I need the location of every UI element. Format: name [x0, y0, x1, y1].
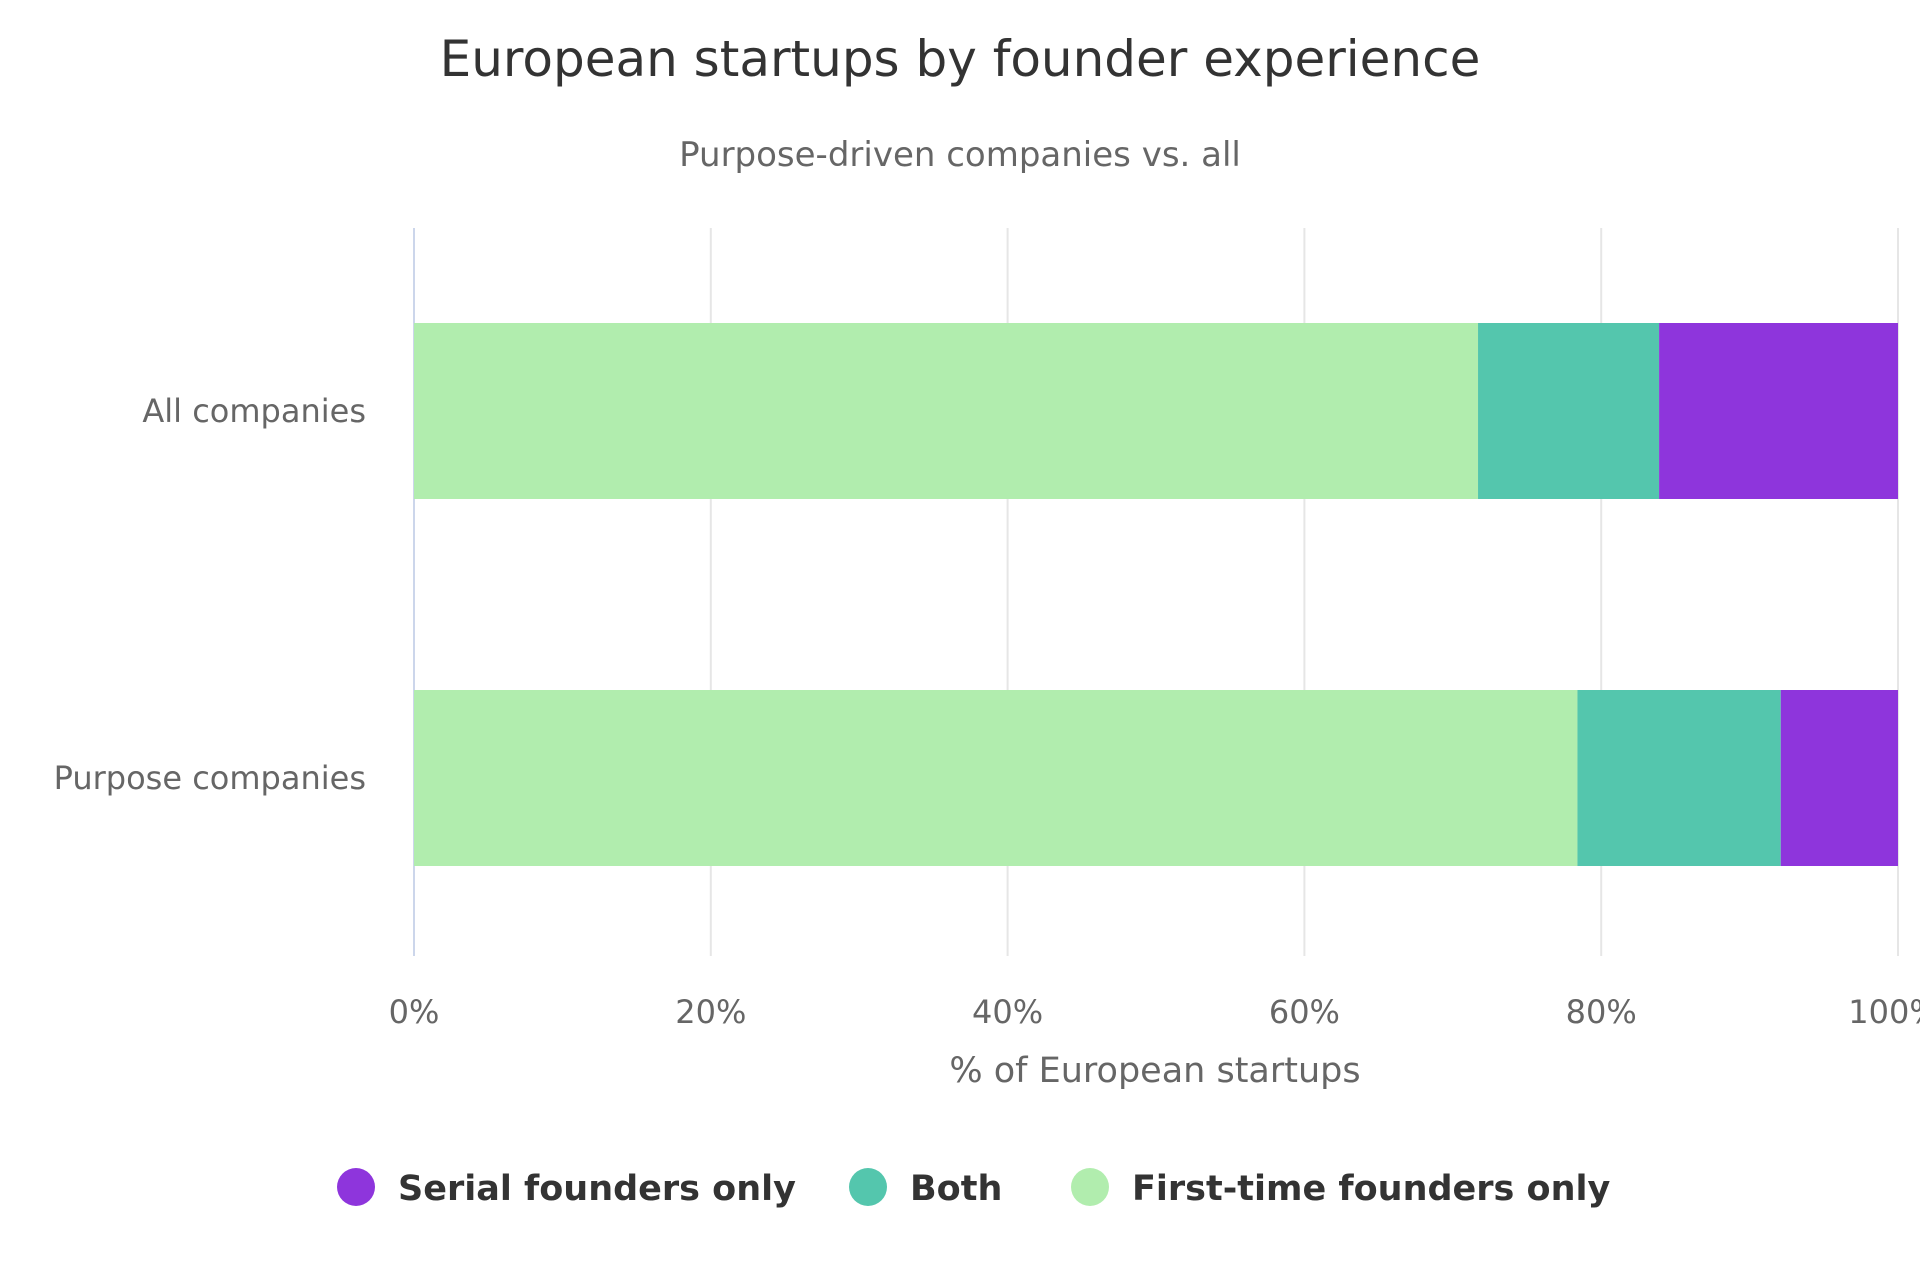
chart-subtitle: Purpose-driven companies vs. all	[679, 135, 1241, 175]
bar-segment-1-1[interactable]	[1577, 690, 1781, 866]
x-tick-label-4: 80%	[1566, 993, 1637, 1031]
x-tick-label-3: 60%	[1269, 993, 1340, 1031]
legend: Serial founders only Both First-time found…	[337, 1168, 1611, 1209]
x-tick-labels: 0% 20% 40% 60% 80% 100%	[389, 993, 1920, 1031]
legend-label-2[interactable]: First-time founders only	[1132, 1169, 1611, 1209]
legend-marker-0[interactable]	[337, 1168, 375, 1206]
bar-segment-0-2[interactable]	[1659, 323, 1898, 499]
bar-segment-0-0[interactable]	[414, 323, 1479, 499]
legend-label-1[interactable]: Both	[910, 1169, 1002, 1209]
legend-marker-2[interactable]	[1071, 1168, 1109, 1206]
x-tick-label-1: 20%	[675, 993, 746, 1031]
bar-segment-0-1[interactable]	[1478, 323, 1660, 499]
category-label-1: Purpose companies	[54, 759, 366, 797]
chart-title: European startups by founder experience	[440, 30, 1481, 88]
bar-segment-1-2[interactable]	[1780, 690, 1898, 866]
legend-label-0[interactable]: Serial founders only	[398, 1169, 796, 1209]
bars	[414, 323, 1898, 866]
category-label-0: All companies	[142, 392, 366, 430]
x-tick-label-0: 0%	[389, 993, 440, 1031]
x-axis-title: % of European startups	[949, 1051, 1360, 1091]
legend-marker-1[interactable]	[849, 1168, 887, 1206]
x-tick-label-5: 100%	[1848, 993, 1920, 1031]
category-labels: All companies Purpose companies	[54, 392, 366, 797]
x-tick-label-2: 40%	[972, 993, 1043, 1031]
bar-segment-1-0[interactable]	[414, 690, 1578, 866]
